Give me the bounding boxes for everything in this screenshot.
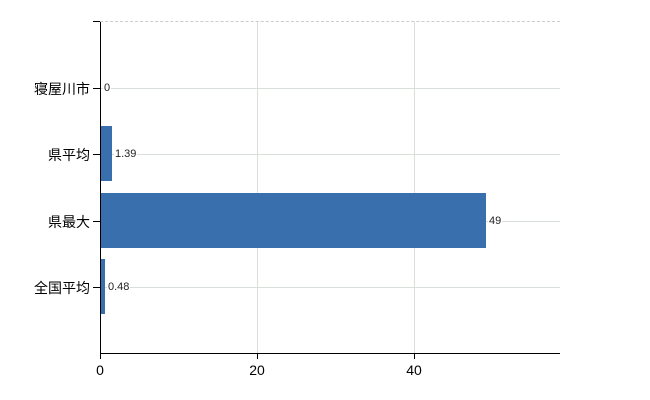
horizontal-gridline xyxy=(100,154,560,155)
horizontal-gridline xyxy=(100,88,560,89)
bar-県平均 xyxy=(101,126,112,181)
x-axis-tick-label: 20 xyxy=(249,362,265,378)
x-axis-tick xyxy=(100,354,101,359)
category-label: 寝屋川市 xyxy=(34,81,90,97)
bar-県最大 xyxy=(101,193,486,248)
bar-value-label: 0 xyxy=(103,82,112,95)
plot-top-border xyxy=(100,21,560,22)
y-axis-top-tick xyxy=(93,21,100,22)
vertical-gridline xyxy=(414,22,415,353)
y-axis-tick xyxy=(93,221,100,222)
y-axis-tick xyxy=(93,88,100,89)
x-axis-tick-label: 40 xyxy=(406,362,422,378)
vertical-gridline xyxy=(257,22,258,353)
x-axis-tick xyxy=(257,354,258,359)
bar-value-label: 49 xyxy=(488,215,503,228)
category-label: 県最大 xyxy=(48,214,90,230)
bar-全国平均 xyxy=(101,259,105,314)
bar-value-label: 0.48 xyxy=(107,281,131,294)
bar-value-label: 1.39 xyxy=(114,148,138,161)
y-axis-tick xyxy=(93,287,100,288)
y-axis-line xyxy=(100,22,101,353)
horizontal-gridline xyxy=(100,287,560,288)
x-axis-tick xyxy=(414,354,415,359)
x-axis-line xyxy=(100,353,560,354)
x-axis-tick-label: 0 xyxy=(96,362,104,378)
y-axis-tick xyxy=(93,154,100,155)
category-label: 県平均 xyxy=(48,147,90,163)
category-label: 全国平均 xyxy=(34,280,90,296)
